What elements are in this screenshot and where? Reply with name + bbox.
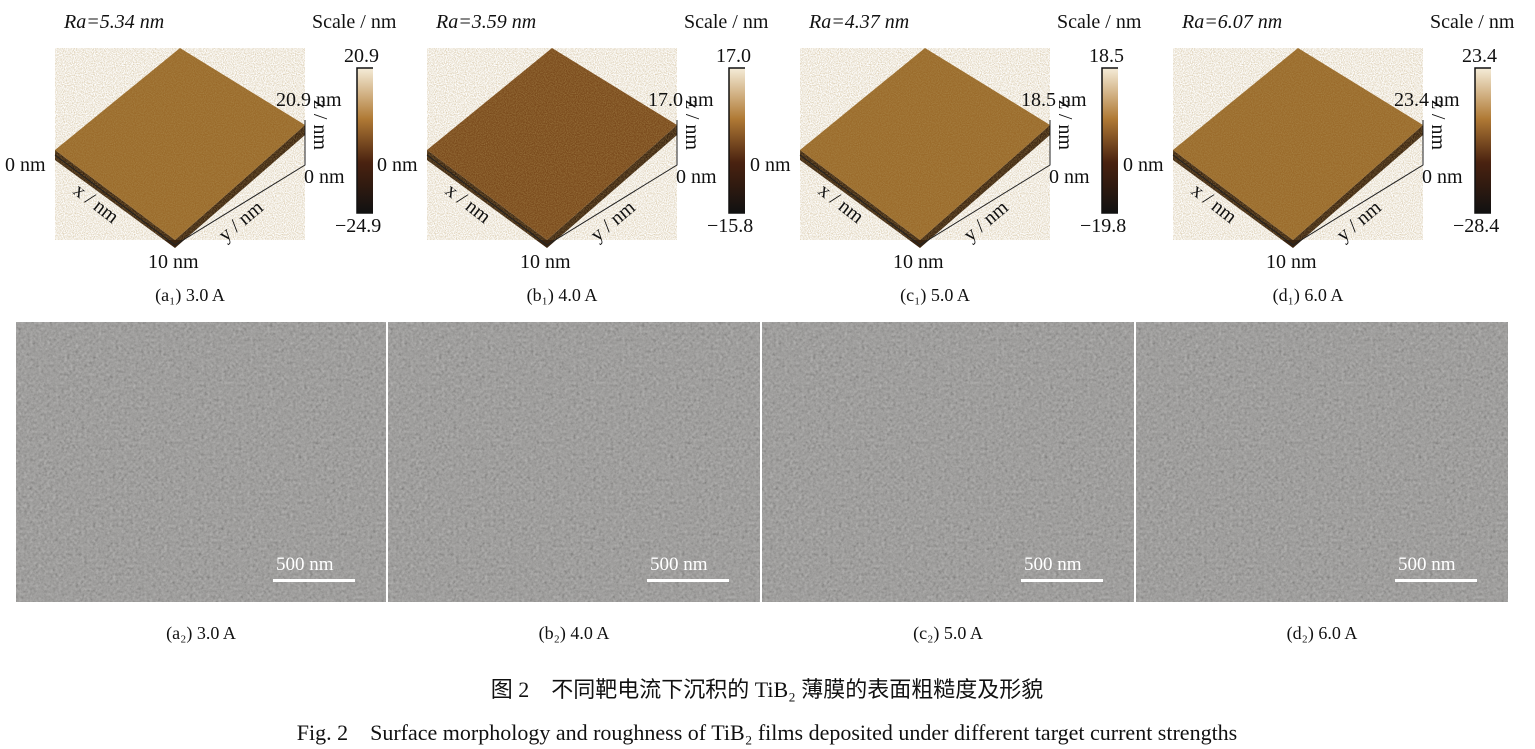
afm-panel-d1: Ra=6.07 nm Scale / nm 23.4 −28.4 23.4 nm 0 nm… (1118, 0, 1514, 310)
z-top-label: 23.4 nm (1394, 89, 1460, 111)
colorbar (356, 67, 373, 214)
panel-caption: (a₂) 3.0 A (166, 623, 236, 643)
afm-surface-plot (54, 48, 373, 248)
scale-bar-label: 500 nm (1398, 554, 1456, 575)
roughness-label: Ra=5.34 nm (64, 11, 165, 33)
colorbar-title: Scale / nm (1430, 11, 1515, 33)
figure-caption-chinese: 图 2 不同靶电流下沉积的 TiB₂ 薄膜的表面粗糙度及形貌 (490, 677, 1044, 702)
colorbar-max-label: 18.5 (1089, 45, 1124, 67)
panel-caption: (b₁) 4.0 A (526, 285, 598, 305)
colorbar-title: Scale / nm (684, 11, 769, 33)
roughness-label: Ra=6.07 nm (1182, 11, 1283, 33)
sem-texture (388, 322, 760, 602)
surface-texture (55, 48, 305, 240)
colorbar-max-label: 20.9 (344, 45, 379, 67)
x-end-label: 10 nm (893, 251, 944, 273)
panel-caption: (d₂) 6.0 A (1286, 623, 1358, 643)
x-end-label: 10 nm (148, 251, 199, 273)
colorbar-title: Scale / nm (312, 11, 397, 33)
figure-caption-english: Fig. 2 Surface morphology and roughness … (296, 720, 1238, 745)
colorbar (1101, 67, 1118, 214)
colorbar-min-label: −24.9 (335, 215, 382, 237)
colorbar-title: Scale / nm (1057, 11, 1142, 33)
sem-texture (762, 322, 1134, 602)
surface-texture (1173, 48, 1423, 240)
afm-surface-plot (1172, 48, 1491, 248)
afm-surface-plot (799, 48, 1118, 248)
panel-caption: (d₁) 6.0 A (1272, 285, 1344, 305)
z-zero-label: 0 nm (676, 166, 717, 188)
scale-bar (647, 579, 729, 582)
surface-texture (427, 48, 677, 240)
sem-image-b2: 500 nm (388, 322, 760, 602)
panel-caption: (b₂) 4.0 A (538, 623, 610, 643)
colorbar-min-label: −19.8 (1080, 215, 1127, 237)
colorbar-min-label: −15.8 (707, 215, 754, 237)
z-zero-label: 0 nm (304, 166, 345, 188)
z-zero-label: 0 nm (1422, 166, 1463, 188)
x-zero-label: 0 nm (750, 154, 791, 176)
z-axis-label: z / nm (309, 100, 331, 150)
afm-surface-plot (426, 48, 745, 248)
z-axis-label: z / nm (1427, 100, 1449, 150)
afm-panel-c1: Ra=4.37 nm Scale / nm 18.5 −19.8 18.5 nm 0 nm… (745, 0, 1141, 310)
scale-bar-label: 500 nm (276, 554, 334, 575)
afm-panel-a1: Ra=5.34 nm Scale / nm 20.9 −24.9 20.9 nm 0 nm… (0, 0, 396, 310)
colorbar-max-label: 23.4 (1462, 45, 1497, 67)
z-zero-label: 0 nm (1049, 166, 1090, 188)
axis-frame (799, 120, 1051, 246)
scale-bar-label: 500 nm (650, 554, 708, 575)
afm-panel-b1: Ra=3.59 nm Scale / nm 17.0 −15.8 17.0 nm 0 nm… (372, 0, 768, 310)
x-end-label: 10 nm (1266, 251, 1317, 273)
scale-bar (273, 579, 355, 582)
z-top-label: 20.9 nm (276, 89, 342, 111)
x-zero-label: 0 nm (377, 154, 418, 176)
x-zero-label: 0 nm (1123, 154, 1164, 176)
z-top-label: 17.0 nm (648, 89, 714, 111)
sem-texture (16, 322, 386, 602)
surface-texture (800, 48, 1050, 240)
panel-caption: (c₁) 5.0 A (900, 285, 970, 305)
axis-frame (426, 120, 678, 246)
z-top-label: 18.5 nm (1021, 89, 1087, 111)
colorbar (1474, 67, 1491, 214)
colorbar-max-label: 17.0 (716, 45, 751, 67)
colorbar-min-label: −28.4 (1453, 215, 1500, 237)
sem-texture (1136, 322, 1508, 602)
colorbar (728, 67, 745, 214)
axis-frame (54, 120, 306, 246)
sem-image-d2: 500 nm (1136, 322, 1508, 602)
sem-image-c2: 500 nm (762, 322, 1134, 602)
roughness-label: Ra=3.59 nm (436, 11, 537, 33)
x-end-label: 10 nm (520, 251, 571, 273)
roughness-label: Ra=4.37 nm (809, 11, 910, 33)
panel-caption: (a₁) 3.0 A (155, 285, 225, 305)
z-axis-label: z / nm (1054, 100, 1076, 150)
z-axis-label: z / nm (681, 100, 703, 150)
sem-image-a2: 500 nm (16, 322, 386, 602)
scale-bar (1021, 579, 1103, 582)
scale-bar (1395, 579, 1477, 582)
axis-frame (1172, 120, 1424, 246)
panel-caption: (c₂) 5.0 A (913, 623, 983, 643)
x-zero-label: 0 nm (5, 154, 46, 176)
scale-bar-label: 500 nm (1024, 554, 1082, 575)
